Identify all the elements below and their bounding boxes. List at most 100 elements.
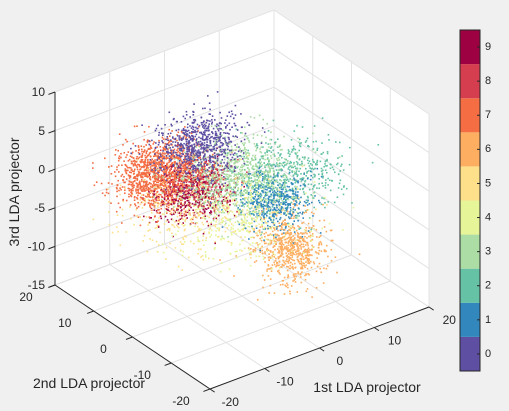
data-point-class-1	[273, 195, 275, 198]
data-point-class-1	[266, 188, 268, 191]
data-point-class-3	[206, 147, 208, 150]
data-point-class-3	[241, 174, 244, 176]
data-point-class-7	[189, 196, 191, 198]
data-point-class-0	[200, 145, 202, 147]
data-point-class-2	[255, 199, 257, 202]
data-point-class-3	[269, 168, 271, 171]
data-point-class-0	[175, 120, 178, 123]
data-point-class-9	[186, 197, 188, 199]
data-point-class-7	[144, 199, 146, 202]
data-point-class-6	[264, 256, 266, 259]
data-point-class-4	[259, 176, 261, 178]
data-point-class-4	[244, 176, 246, 179]
data-point-class-1	[268, 217, 271, 219]
data-point-class-7	[180, 189, 183, 191]
data-point-class-7	[116, 195, 118, 198]
data-point-class-7	[163, 187, 165, 190]
data-point-class-3	[223, 173, 226, 175]
data-point-class-1	[260, 203, 262, 205]
data-point-class-3	[199, 180, 202, 183]
data-point-class-0	[193, 103, 195, 105]
data-point-class-0	[177, 135, 179, 137]
data-point-class-0	[185, 160, 188, 163]
data-point-class-9	[204, 181, 207, 183]
data-point-class-9	[173, 170, 176, 173]
data-point-class-7	[134, 203, 136, 205]
data-point-class-7	[173, 188, 175, 190]
data-point-class-2	[274, 175, 277, 177]
data-point-class-3	[221, 195, 223, 198]
data-point-class-3	[153, 196, 155, 198]
data-point-class-3	[225, 173, 227, 176]
data-point-class-4	[197, 211, 199, 214]
data-point-class-2	[221, 189, 223, 191]
data-point-class-9	[177, 165, 180, 167]
data-point-class-7	[197, 194, 200, 197]
data-point-class-0	[206, 164, 208, 166]
data-point-class-3	[239, 148, 242, 150]
data-point-class-7	[178, 177, 180, 180]
data-point-class-3	[268, 159, 270, 161]
data-point-class-3	[216, 213, 218, 216]
data-point-class-7	[127, 183, 130, 186]
data-point-class-7	[164, 184, 167, 186]
data-point-class-0	[175, 162, 178, 165]
data-point-class-7	[153, 175, 156, 178]
data-point-class-0	[260, 142, 263, 144]
data-point-class-7	[140, 201, 143, 204]
data-point-class-7	[134, 196, 136, 198]
data-point-class-2	[286, 178, 289, 181]
data-point-class-7	[164, 185, 167, 188]
data-point-class-4	[230, 226, 233, 229]
data-point-class-0	[227, 148, 229, 151]
data-point-class-3	[273, 174, 275, 176]
data-point-class-0	[211, 163, 214, 166]
data-point-class-4	[246, 216, 249, 218]
data-point-class-0	[178, 139, 181, 141]
data-point-class-5	[199, 205, 201, 208]
data-point-class-3	[264, 198, 267, 201]
data-point-class-3	[212, 216, 215, 219]
data-point-class-0	[202, 151, 204, 154]
data-point-class-1	[261, 212, 264, 214]
data-point-class-7	[163, 182, 165, 185]
data-point-class-7	[170, 154, 173, 157]
data-point-class-8	[181, 175, 183, 177]
data-point-class-7	[127, 174, 130, 176]
data-point-class-0	[213, 152, 216, 155]
data-point-class-9	[150, 217, 152, 219]
data-point-class-7	[125, 138, 127, 141]
data-point-class-4	[274, 211, 277, 213]
data-point-class-8	[188, 181, 190, 183]
data-point-class-7	[171, 155, 174, 157]
data-point-class-9	[178, 189, 181, 192]
data-point-class-3	[242, 153, 245, 156]
data-point-class-4	[161, 243, 164, 245]
data-point-class-7	[166, 212, 168, 214]
data-point-class-7	[164, 153, 166, 155]
data-point-class-3	[241, 177, 243, 179]
data-point-class-4	[236, 250, 238, 253]
data-point-class-2	[253, 175, 256, 177]
data-point-class-3	[219, 200, 221, 202]
data-point-class-0	[219, 122, 221, 124]
data-point-class-7	[138, 172, 140, 175]
data-point-class-0	[190, 137, 192, 140]
data-point-class-7	[163, 172, 165, 174]
data-point-class-4	[258, 202, 260, 205]
data-point-class-5	[176, 224, 178, 226]
data-point-class-7	[161, 136, 164, 139]
data-point-class-7	[139, 184, 142, 186]
data-point-class-7	[154, 198, 156, 200]
data-point-class-3	[251, 187, 254, 189]
data-point-class-8	[191, 173, 193, 176]
data-point-class-7	[142, 199, 145, 201]
data-point-class-3	[229, 186, 231, 189]
data-point-class-7	[153, 200, 155, 203]
data-point-class-3	[202, 183, 205, 186]
data-point-class-5	[257, 173, 259, 176]
data-point-class-0	[166, 136, 168, 138]
data-point-class-3	[242, 193, 245, 195]
data-point-class-7	[149, 196, 152, 198]
